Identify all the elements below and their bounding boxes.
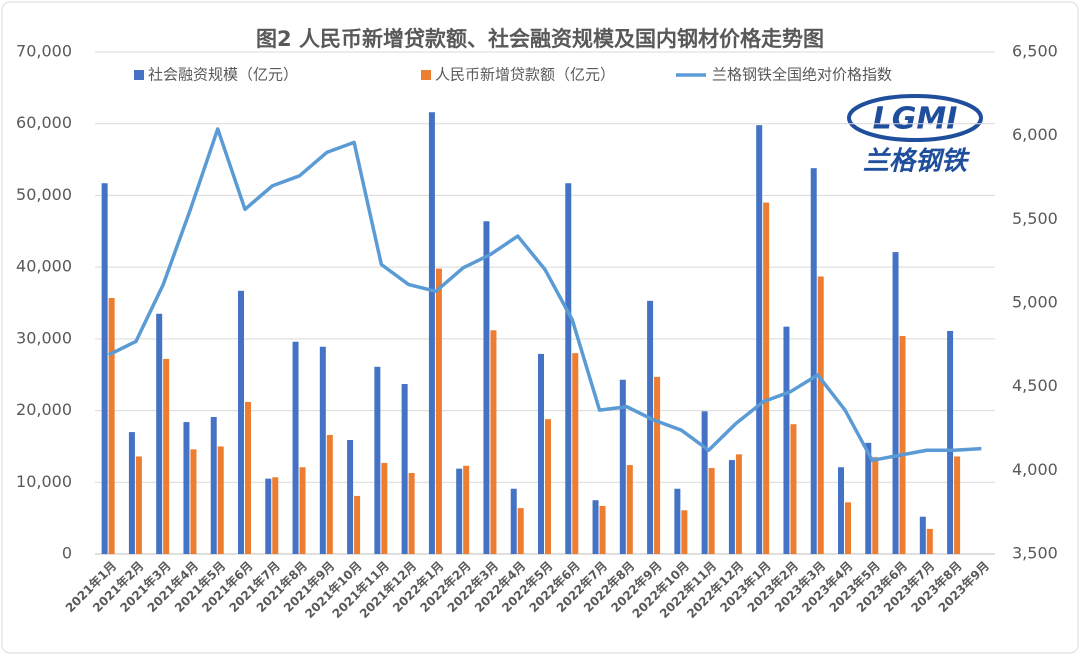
bar (626, 465, 633, 554)
logo-ring (847, 94, 983, 142)
bar (483, 221, 490, 554)
legend-label: 兰格钢铁全国绝对价格指数 (712, 66, 892, 84)
bar (456, 468, 463, 554)
bar (381, 462, 388, 554)
bar (292, 341, 299, 554)
bar (210, 417, 217, 554)
bar (408, 472, 415, 554)
bar (299, 467, 306, 554)
bar (654, 376, 661, 554)
y-tick-label: 70,000 (16, 42, 72, 61)
bar (783, 326, 790, 554)
bar (572, 353, 579, 554)
bar (156, 313, 163, 554)
bar (926, 528, 933, 554)
bar (245, 401, 251, 554)
bar (728, 460, 735, 554)
y2-tick-label: 5,000 (1012, 293, 1058, 312)
bar (865, 442, 872, 554)
bar (354, 495, 361, 554)
logo: LGMI 兰格钢铁 (847, 94, 983, 177)
bar (892, 252, 899, 554)
bar (183, 422, 190, 554)
bar (647, 300, 654, 554)
bar (401, 384, 408, 554)
bar (708, 467, 715, 554)
y2-tick-label: 4,500 (1012, 376, 1058, 395)
bar (128, 432, 135, 554)
bar (135, 456, 142, 554)
legend-label: 社会融资规模（亿元） (148, 66, 298, 84)
y2-tick-label: 4,000 (1012, 460, 1058, 479)
bar (681, 510, 688, 554)
bar (265, 478, 272, 554)
bar (947, 330, 954, 554)
bar (163, 358, 170, 554)
bar (374, 366, 381, 554)
bar (619, 379, 626, 554)
bar (565, 183, 572, 555)
y-tick-label: 60,000 (16, 113, 72, 132)
bar (319, 346, 326, 554)
bar (763, 202, 770, 554)
bar (545, 419, 551, 554)
y-tick-label: 20,000 (16, 400, 72, 419)
y2-tick-label: 5,500 (1012, 209, 1058, 228)
bar (463, 465, 470, 554)
bar (599, 505, 606, 554)
bar (238, 290, 244, 554)
bar (919, 516, 926, 554)
bar (517, 508, 524, 554)
bar (490, 330, 497, 554)
bar (872, 457, 879, 554)
legend-swatch (134, 70, 144, 80)
bar (756, 125, 763, 555)
bar (838, 467, 844, 554)
bar (428, 112, 435, 555)
bar (674, 488, 681, 554)
y-tick-label: 40,000 (16, 257, 72, 276)
y2-tick-label: 6,500 (1012, 42, 1058, 61)
bar (435, 268, 442, 554)
bar (954, 456, 961, 554)
bar (272, 477, 279, 554)
bar (845, 502, 851, 554)
bar (326, 434, 333, 554)
bar (190, 449, 197, 554)
y2-tick-label: 3,500 (1012, 544, 1058, 563)
bar (735, 454, 742, 554)
y-tick-label: 50,000 (16, 185, 72, 204)
bar (701, 411, 708, 554)
bar (899, 335, 906, 554)
bar (790, 424, 797, 554)
bar (108, 297, 115, 554)
y2-tick-label: 6,000 (1012, 125, 1058, 144)
bar (510, 488, 517, 554)
bar (217, 446, 224, 554)
bar (810, 168, 817, 555)
y-tick-label: 0 (62, 544, 72, 563)
logo-name: 兰格钢铁 (863, 147, 971, 177)
bar (538, 353, 544, 554)
y-tick-label: 10,000 (16, 472, 72, 491)
y-tick-label: 30,000 (16, 328, 72, 347)
legend-swatch (421, 70, 431, 80)
bar (101, 183, 108, 555)
legend-label: 人民币新增贷款额（亿元） (435, 66, 615, 84)
bar (817, 276, 824, 554)
line-series (107, 127, 982, 463)
chart-title: 图2 人民币新增贷款额、社会融资规模及国内钢材价格走势图 (256, 27, 824, 51)
logo-mark: LGMI (873, 102, 958, 137)
bar (347, 439, 354, 554)
bar (592, 500, 599, 554)
